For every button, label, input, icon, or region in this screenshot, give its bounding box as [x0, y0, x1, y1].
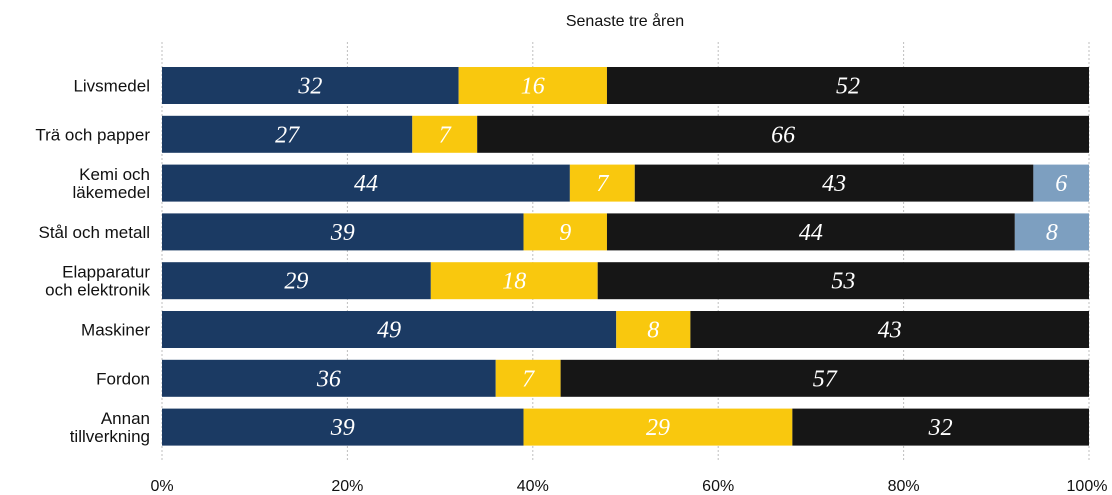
- bar-segment: [606, 213, 1015, 251]
- data-label: 7: [522, 366, 535, 392]
- data-label: 57: [813, 366, 838, 392]
- data-label: 49: [377, 318, 401, 344]
- data-label: 8: [647, 318, 659, 344]
- data-label: 9: [559, 220, 571, 246]
- bar-segment: [597, 262, 1089, 300]
- data-label: 29: [646, 415, 670, 441]
- data-label: 29: [284, 269, 308, 295]
- bar-segment: [162, 213, 524, 251]
- data-label: 43: [878, 318, 902, 344]
- bar-segment: [495, 359, 561, 397]
- category-label: Fordon: [96, 369, 150, 388]
- bar-segment: [792, 408, 1089, 446]
- data-label: 43: [822, 171, 846, 197]
- data-label: 7: [439, 122, 452, 148]
- category-label: Annan tillverkning: [70, 409, 150, 446]
- x-tick-label: 60%: [702, 478, 734, 495]
- bar-segment: [162, 311, 617, 348]
- data-label: 7: [596, 171, 609, 197]
- bar-segment: [162, 67, 459, 104]
- bar-segment: [560, 359, 1089, 397]
- bar-segment: [690, 311, 1089, 348]
- category-label: Stål och metall: [39, 223, 151, 242]
- bar-segment: [162, 262, 431, 300]
- bar-segment: [477, 115, 1089, 153]
- category-label: Elapparatur och elektronik: [45, 263, 150, 300]
- data-label: 18: [502, 269, 526, 295]
- bar-segment: [162, 164, 570, 202]
- bar-segment: [634, 164, 1034, 202]
- data-label: 8: [1046, 220, 1058, 246]
- data-label: 44: [354, 171, 378, 197]
- category-label: Maskiner: [81, 321, 150, 340]
- chart-title: Senaste tre åren: [566, 12, 684, 30]
- data-label: 39: [330, 415, 355, 441]
- bar-segment: [458, 67, 607, 104]
- bar-segment: [162, 359, 496, 397]
- bar-segment: [523, 213, 607, 251]
- data-label: 53: [831, 269, 855, 295]
- x-tick-label: 80%: [888, 478, 920, 495]
- data-label: 52: [836, 74, 860, 100]
- bar-segment: [162, 115, 413, 153]
- data-label: 16: [521, 74, 545, 100]
- bar-segment: [412, 115, 478, 153]
- x-axis-tick-labels: 0% 20% 40% 60% 80% 100%: [150, 478, 1107, 495]
- bar-segment: [569, 164, 635, 202]
- data-label: 39: [330, 220, 355, 246]
- bar-segment: [430, 262, 598, 300]
- bar-segment: [1033, 164, 1089, 202]
- bars: [162, 67, 1089, 446]
- bar-segment: [523, 408, 793, 446]
- data-label: 27: [275, 122, 300, 148]
- x-tick-label: 100%: [1067, 478, 1108, 495]
- bar-segment: [1014, 213, 1089, 251]
- x-tick-label: 0%: [150, 478, 173, 495]
- grid-lines: [161, 42, 1090, 460]
- data-label: 6: [1055, 171, 1067, 197]
- x-tick-label: 40%: [517, 478, 549, 495]
- data-label: 32: [928, 415, 953, 441]
- category-labels: Livsmedel Trä och papper Kemi och läkemedel…: [35, 77, 150, 447]
- data-label: 36: [316, 366, 341, 392]
- bar-segment: [162, 408, 524, 446]
- category-label: Livsmedel: [73, 77, 150, 96]
- data-label: 32: [297, 74, 322, 100]
- category-label: Trä och papper: [35, 125, 150, 144]
- x-tick-label: 20%: [331, 478, 363, 495]
- bar-segment: [606, 67, 1089, 104]
- value-labels: 32 16 52 27 7 66 44 7 43 6 39 9 44 8 29 18 53 49 8 43 36 7 57 3…: [275, 74, 1067, 442]
- data-label: 44: [799, 220, 823, 246]
- category-label: Kemi och läkemedel: [73, 165, 151, 202]
- bar-segment: [616, 311, 691, 348]
- data-label: 66: [771, 122, 795, 148]
